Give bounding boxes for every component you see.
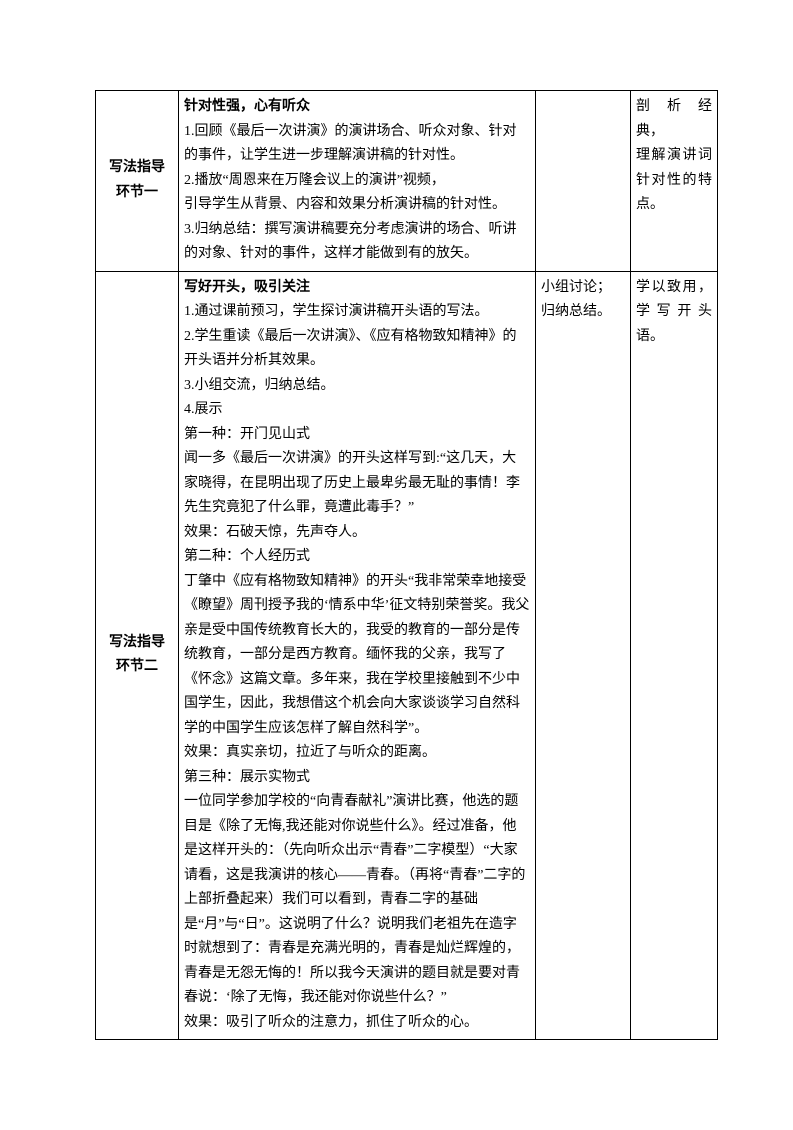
row-content: 针对性强，心有听众1.回顾《最后一次讲演》的演讲场合、听众对象、针对的事件，让学… bbox=[179, 91, 536, 272]
row-method: 小组讨论；归纳总结。 bbox=[536, 271, 631, 1040]
table-row: 写法指导环节一针对性强，心有听众1.回顾《最后一次讲演》的演讲场合、听众对象、针… bbox=[96, 91, 718, 272]
row-label: 写法指导环节二 bbox=[96, 271, 179, 1040]
row-method bbox=[536, 91, 631, 272]
row-content: 写好开头，吸引关注1.通过课前预习，学生探讨演讲稿开头语的写法。2.学生重读《最… bbox=[179, 271, 536, 1040]
document-page: { "rows": [ { "label": "写法指导\n环节一", "con… bbox=[0, 0, 793, 1130]
instruction-table: 写法指导环节一针对性强，心有听众1.回顾《最后一次讲演》的演讲场合、听众对象、针… bbox=[95, 90, 718, 1040]
table-row: 写法指导环节二写好开头，吸引关注1.通过课前预习，学生探讨演讲稿开头语的写法。2… bbox=[96, 271, 718, 1040]
row-purpose: 剖 析 经典，理解演讲词针对性的特点。 bbox=[631, 91, 718, 272]
row-label: 写法指导环节一 bbox=[96, 91, 179, 272]
row-purpose: 学以致用，学写开头语。 bbox=[631, 271, 718, 1040]
table-body: 写法指导环节一针对性强，心有听众1.回顾《最后一次讲演》的演讲场合、听众对象、针… bbox=[96, 91, 718, 1040]
